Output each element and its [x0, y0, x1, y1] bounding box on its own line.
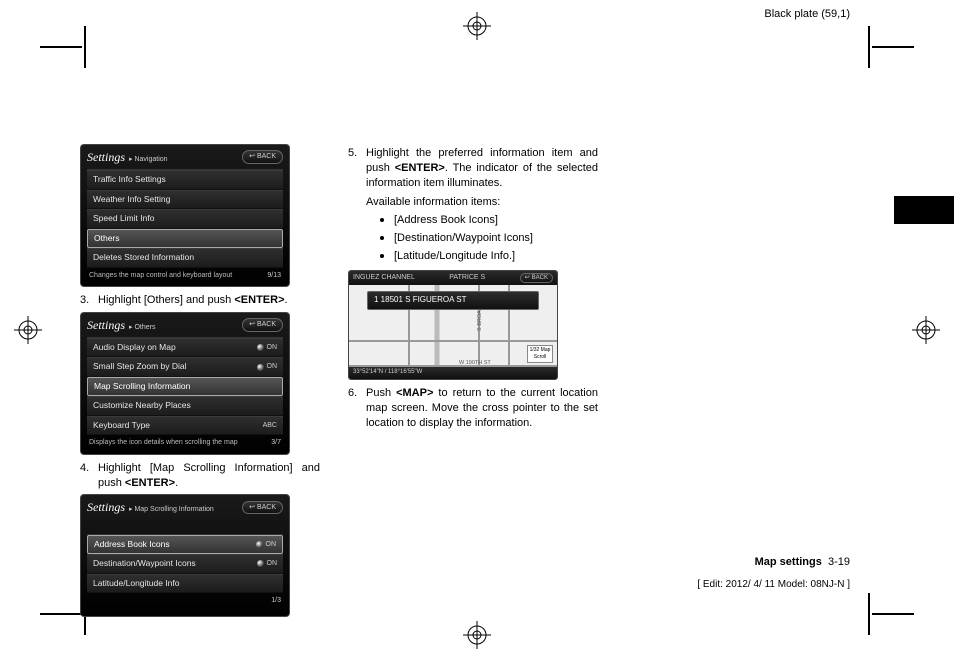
menu-item[interactable]: Deletes Stored Information	[87, 248, 283, 267]
screen-breadcrumb: ▸ Map Scrolling Information	[129, 505, 214, 514]
indicator-dot-icon	[257, 344, 264, 351]
map-region-label: INGUEZ CHANNEL	[353, 273, 415, 282]
back-arrow-icon: ↩	[249, 503, 255, 512]
available-items-label: Available information items:	[348, 195, 598, 210]
map-coords: 33°52'14"N / 118°16'55"W	[353, 369, 422, 375]
menu-item-selected[interactable]: Others	[87, 229, 283, 248]
step-4: 4. Highlight [Map Scrolling Information]…	[80, 461, 320, 491]
plate-label: Black plate (59,1)	[764, 8, 850, 20]
msi-settings-screenshot: Settings ▸ Map Scrolling Information ↩BA…	[80, 494, 290, 616]
map-address-bar: 1 18501 S FIGUEROA ST	[367, 291, 539, 310]
registration-mark-icon	[463, 621, 491, 649]
screen-hint: Changes the map control and keyboard lay…	[89, 271, 232, 280]
left-column: Settings ▸ Navigation ↩BACK Traffic Info…	[80, 140, 320, 623]
screen-page: 9/13	[267, 271, 281, 280]
back-arrow-icon: ↩	[249, 320, 255, 329]
step-3: 3. Highlight [Others] and push <ENTER>.	[80, 293, 320, 308]
back-arrow-icon: ↩	[525, 274, 530, 282]
screen-breadcrumb: ▸ Navigation	[129, 155, 168, 164]
crop-mark	[40, 46, 82, 48]
section-footer: Map settings 3-19	[755, 556, 850, 568]
back-button[interactable]: ↩BACK	[520, 273, 553, 283]
screen-title: Settings	[87, 149, 125, 165]
edit-footer: [ Edit: 2012/ 4/ 11 Model: 08NJ-N ]	[697, 579, 850, 590]
screen-hint: Displays the icon details when scrolling…	[89, 438, 238, 447]
menu-item[interactable]: Speed Limit Info	[87, 209, 283, 228]
info-item: [Destination/Waypoint Icons]	[380, 231, 598, 246]
screen-title: Settings	[87, 499, 125, 515]
screen-page: 3/7	[271, 438, 281, 447]
others-settings-screenshot: Settings ▸ Others ↩BACK Audio Display on…	[80, 312, 290, 455]
crop-mark	[40, 613, 82, 615]
step-5: 5. Highlight the preferred information i…	[348, 146, 598, 191]
menu-item[interactable]: Keyboard TypeABC	[87, 416, 283, 435]
menu-item[interactable]: Small Step Zoom by DialON	[87, 357, 283, 376]
edge-tab	[894, 196, 954, 224]
registration-mark-icon	[14, 316, 42, 344]
indicator-dot-icon	[257, 560, 264, 567]
screen-title: Settings	[87, 317, 125, 333]
menu-item[interactable]: Weather Info Setting	[87, 190, 283, 209]
step-6: 6. Push <MAP> to return to the current l…	[348, 386, 598, 431]
menu-item[interactable]: Customize Nearby Places	[87, 396, 283, 415]
menu-item[interactable]: Audio Display on MapON	[87, 338, 283, 357]
indicator-dot-icon	[256, 541, 263, 548]
back-arrow-icon: ↩	[249, 152, 255, 161]
map-region-label: PATRICE S	[449, 273, 485, 282]
menu-item-selected[interactable]: Map Scrolling Information	[87, 377, 283, 396]
map-scale: 1/32 Map Scroll	[527, 345, 553, 363]
indicator-dot-icon	[257, 364, 264, 371]
menu-item[interactable]: Destination/Waypoint IconsON	[87, 554, 283, 573]
info-item: [Address Book Icons]	[380, 213, 598, 228]
screen-page: 1/3	[271, 596, 281, 605]
page: Black plate (59,1) Settings ▸ Navigation…	[80, 30, 890, 610]
back-button[interactable]: ↩BACK	[242, 501, 283, 514]
svg-text:W 190TH ST: W 190TH ST	[459, 360, 491, 366]
registration-mark-icon	[912, 316, 940, 344]
back-button[interactable]: ↩BACK	[242, 318, 283, 331]
menu-item[interactable]: Traffic Info Settings	[87, 170, 283, 189]
menu-item-selected[interactable]: Address Book IconsON	[87, 535, 283, 554]
info-item: [Latitude/Longitude Info.]	[380, 249, 598, 264]
menu-item[interactable]: Latitude/Longitude Info	[87, 574, 283, 593]
right-column: 5. Highlight the preferred information i…	[348, 140, 598, 623]
nav-settings-screenshot: Settings ▸ Navigation ↩BACK Traffic Info…	[80, 144, 290, 287]
back-button[interactable]: ↩BACK	[242, 150, 283, 163]
map-screenshot: S BROADWAY W 190TH ST INGUEZ CHANNEL PAT…	[348, 270, 558, 380]
screen-breadcrumb: ▸ Others	[129, 323, 155, 332]
